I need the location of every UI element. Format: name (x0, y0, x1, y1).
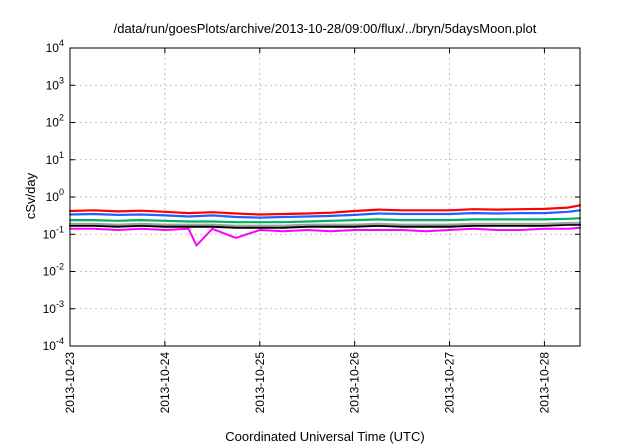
plot-frame (69, 47, 581, 347)
x-axis-label: Coordinated Universal Time (UTC) (225, 429, 424, 444)
x-tick-label: 2013-10-27 (443, 352, 457, 414)
y-tick-base: 10 (43, 302, 57, 316)
x-tick-label: 2013-10-25 (253, 352, 267, 414)
series-line-4 (68, 209, 582, 219)
y-tick-base: 10 (43, 227, 57, 241)
x-tick-label: 2013-10-28 (537, 352, 551, 414)
y-tick-label: 100 (46, 187, 64, 204)
y-tick-base: 10 (46, 116, 60, 130)
y-tick-label: 104 (46, 38, 64, 55)
x-tick-label: 2013-10-26 (348, 352, 362, 414)
y-tick-label: 10-2 (43, 262, 64, 279)
y-tick-base: 10 (46, 78, 60, 92)
series-line-3 (68, 217, 582, 224)
y-tick-exponent: -4 (56, 336, 64, 346)
y-tick-exponent: -2 (56, 262, 64, 272)
axes-layer: 10-410-310-210-11001011021031042013-10-2… (43, 38, 581, 414)
x-tick-label: 2013-10-23 (63, 352, 77, 414)
series-line-1 (68, 223, 582, 229)
chart-title: /data/run/goesPlots/archive/2013-10-28/0… (114, 21, 537, 36)
y-tick-base: 10 (46, 190, 60, 204)
y-tick-exponent: 1 (59, 150, 64, 160)
y-tick-label: 103 (46, 75, 64, 92)
grid-layer (69, 47, 580, 347)
y-tick-exponent: 0 (59, 187, 64, 197)
y-axis-label: cSv/day (23, 172, 38, 219)
y-tick-label: 10-4 (43, 336, 64, 353)
y-tick-exponent: -3 (56, 299, 64, 309)
y-tick-base: 10 (43, 265, 57, 279)
y-tick-label: 102 (46, 113, 64, 130)
series-layer (68, 204, 582, 247)
y-tick-base: 10 (43, 339, 57, 353)
y-tick-exponent: -1 (56, 224, 64, 234)
y-tick-exponent: 4 (59, 38, 64, 48)
series-line-0 (69, 226, 581, 247)
x-tick-label: 2013-10-24 (158, 352, 172, 414)
y-tick-base: 10 (46, 153, 60, 167)
y-tick-label: 10-1 (43, 224, 64, 241)
y-tick-exponent: 2 (59, 113, 64, 123)
y-tick-base: 10 (46, 41, 60, 55)
y-tick-label: 10-3 (43, 299, 64, 316)
series-line-5 (68, 204, 582, 216)
y-tick-label: 101 (46, 150, 64, 167)
series-line-2 (68, 221, 582, 227)
y-tick-exponent: 3 (59, 75, 64, 85)
